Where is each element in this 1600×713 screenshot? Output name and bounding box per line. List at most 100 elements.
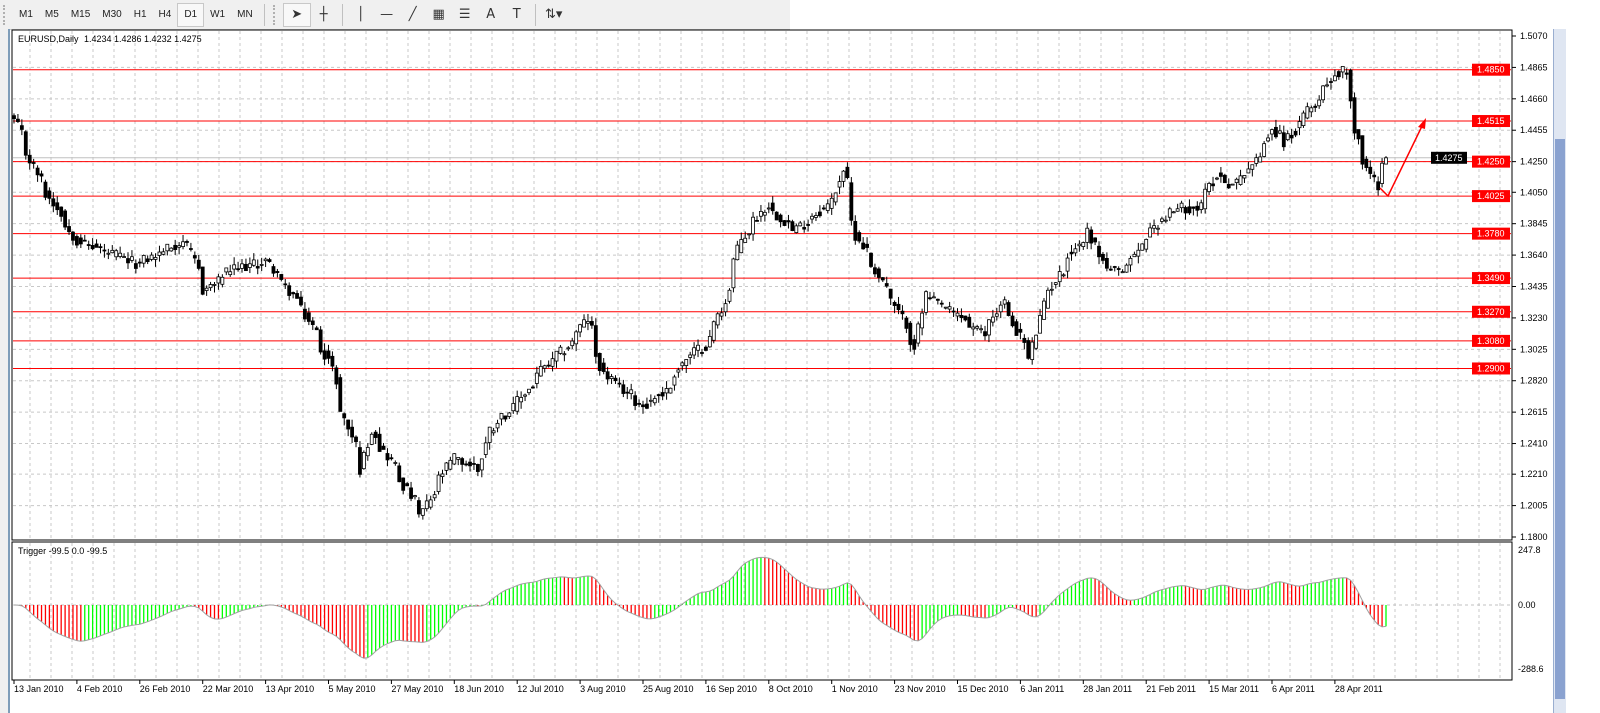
candle-body bbox=[609, 376, 614, 379]
candle-body bbox=[1274, 126, 1278, 138]
candle-body bbox=[1211, 183, 1215, 187]
level-price-tag bbox=[1472, 155, 1510, 168]
candle-body bbox=[786, 220, 791, 223]
candle-body bbox=[723, 303, 728, 313]
cursor-arrow-icon[interactable]: ➤ bbox=[282, 2, 311, 27]
equidistant-channel-icon[interactable]: ▦ bbox=[432, 7, 445, 22]
candle-body bbox=[59, 206, 64, 217]
date-tick-label: 26 Feb 2010 bbox=[140, 684, 191, 694]
fibonacci-retracement-icon[interactable]: ☰ bbox=[458, 7, 471, 22]
candle-body bbox=[1340, 66, 1345, 73]
toolbar-grip[interactable] bbox=[272, 4, 279, 25]
candles bbox=[12, 65, 1388, 520]
candle-body bbox=[876, 268, 881, 278]
candle-body bbox=[574, 331, 579, 345]
candle-body bbox=[192, 255, 197, 259]
candle-body bbox=[593, 325, 598, 357]
candle-body bbox=[55, 202, 60, 211]
candle-body bbox=[173, 244, 178, 250]
candle-body bbox=[1254, 157, 1259, 164]
candle-body bbox=[1262, 143, 1267, 157]
candle-body bbox=[707, 336, 712, 348]
candle-body bbox=[23, 131, 28, 156]
text-icon[interactable]: A bbox=[486, 7, 496, 22]
timeframe-h4-button[interactable]: H4 bbox=[158, 8, 172, 20]
candle-body bbox=[696, 344, 700, 351]
vertical-scrollbar[interactable] bbox=[1553, 29, 1566, 713]
candle-body bbox=[896, 303, 901, 311]
candle-body bbox=[947, 306, 952, 310]
candle-body bbox=[200, 266, 205, 295]
candle-body bbox=[633, 395, 638, 406]
candle-body bbox=[656, 394, 661, 397]
toolbar-grip[interactable] bbox=[3, 4, 9, 25]
candle-body bbox=[959, 315, 964, 319]
date-tick-label: 28 Apr 2011 bbox=[1335, 684, 1383, 694]
candle-body bbox=[1136, 249, 1141, 257]
candle-body bbox=[495, 422, 500, 429]
candle-body bbox=[1183, 207, 1188, 214]
timeframe-m1-button[interactable]: M1 bbox=[19, 8, 33, 20]
timeframe-h1-button[interactable]: H1 bbox=[133, 8, 147, 20]
candle-body bbox=[1285, 133, 1290, 141]
candle-body bbox=[16, 118, 20, 122]
candle-body bbox=[1313, 105, 1318, 108]
candle-body bbox=[220, 276, 225, 285]
timeframe-d1-button[interactable]: D1 bbox=[177, 2, 205, 27]
candle-body bbox=[924, 291, 928, 313]
timeframe-w1-button[interactable]: W1 bbox=[210, 8, 226, 20]
trendline-icon[interactable]: ╱ bbox=[408, 7, 417, 22]
candle-body bbox=[920, 312, 925, 329]
price-tick-label: 1.1800 bbox=[1520, 532, 1548, 542]
candle-body bbox=[1293, 130, 1298, 136]
candle-body bbox=[519, 397, 524, 403]
text-label-icon[interactable]: T bbox=[512, 7, 521, 22]
candle-body bbox=[928, 297, 932, 300]
candle-body bbox=[409, 487, 413, 499]
candle-body bbox=[1171, 211, 1176, 214]
crosshair-icon[interactable]: ┼ bbox=[319, 7, 328, 22]
scrollbar-thumb[interactable] bbox=[1555, 139, 1565, 699]
price-chart[interactable]: 1.4850 1.4515 1.4250 1.4025 1.3780 1.3490 1.32… bbox=[0, 0, 1553, 713]
trend-arrow[interactable] bbox=[1379, 118, 1426, 198]
candle-body bbox=[440, 473, 445, 477]
arrow-head bbox=[1418, 118, 1426, 129]
candle-body bbox=[542, 365, 547, 369]
candle-body bbox=[1112, 266, 1117, 268]
candle-body bbox=[212, 284, 217, 286]
candle-body bbox=[837, 181, 842, 188]
timeframe-m30-button[interactable]: M30 bbox=[102, 8, 122, 20]
candle-body bbox=[169, 247, 174, 252]
candle-body bbox=[1014, 321, 1019, 336]
candle-body bbox=[810, 215, 814, 220]
candle-body bbox=[1258, 156, 1263, 163]
candle-body bbox=[31, 162, 36, 164]
candle-body bbox=[1348, 69, 1353, 102]
price-tick-label: 1.3845 bbox=[1520, 219, 1548, 229]
toolbar-divider bbox=[534, 3, 536, 26]
candle-body bbox=[263, 258, 268, 262]
arrow-shaft[interactable] bbox=[1379, 121, 1425, 198]
timeframe-m5-button[interactable]: M5 bbox=[44, 8, 59, 20]
horizontal-line-icon[interactable]: — bbox=[380, 7, 394, 22]
candle-body bbox=[326, 350, 331, 359]
level-price-tag bbox=[1472, 334, 1510, 347]
candle-body bbox=[338, 377, 343, 412]
candle-body bbox=[346, 419, 351, 430]
candle-body bbox=[1242, 175, 1247, 179]
candle-body bbox=[464, 463, 468, 466]
candle-body bbox=[629, 389, 634, 395]
timeframe-m15-button[interactable]: M15 bbox=[70, 8, 91, 20]
candle-body bbox=[487, 426, 492, 443]
candle-body bbox=[267, 259, 272, 262]
candle-body bbox=[1246, 168, 1251, 174]
level-price-label: 1.4850 bbox=[1477, 65, 1505, 75]
candle-body bbox=[570, 340, 575, 347]
timeframe-mn-button[interactable]: MN bbox=[237, 8, 253, 20]
candle-body bbox=[373, 431, 378, 438]
vertical-line-icon[interactable]: │ bbox=[356, 7, 365, 22]
candle-body bbox=[1108, 268, 1113, 271]
horizontal-levels[interactable]: 1.4850 1.4515 1.4250 1.4025 1.3780 1.3490 1.32… bbox=[13, 63, 1511, 375]
candle-body bbox=[287, 285, 292, 296]
arrows-dropdown-icon[interactable]: ⇅▾ bbox=[544, 7, 563, 22]
